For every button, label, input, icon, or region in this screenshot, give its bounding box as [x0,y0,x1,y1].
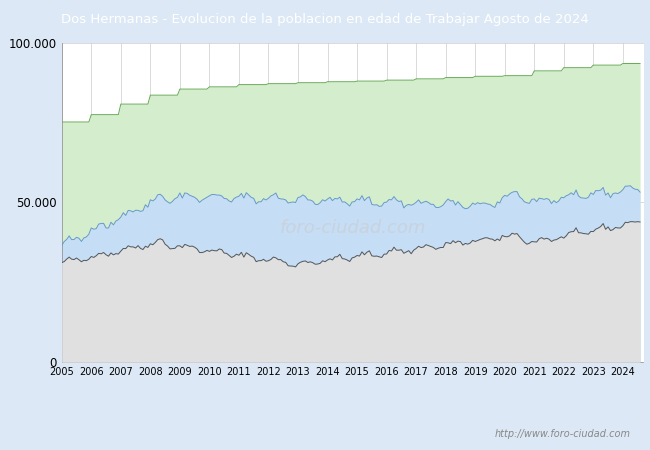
Text: http://www.foro-ciudad.com: http://www.foro-ciudad.com [495,429,630,440]
Text: foro-ciudad.com: foro-ciudad.com [280,219,426,237]
Text: Dos Hermanas - Evolucion de la poblacion en edad de Trabajar Agosto de 2024: Dos Hermanas - Evolucion de la poblacion… [61,13,589,26]
